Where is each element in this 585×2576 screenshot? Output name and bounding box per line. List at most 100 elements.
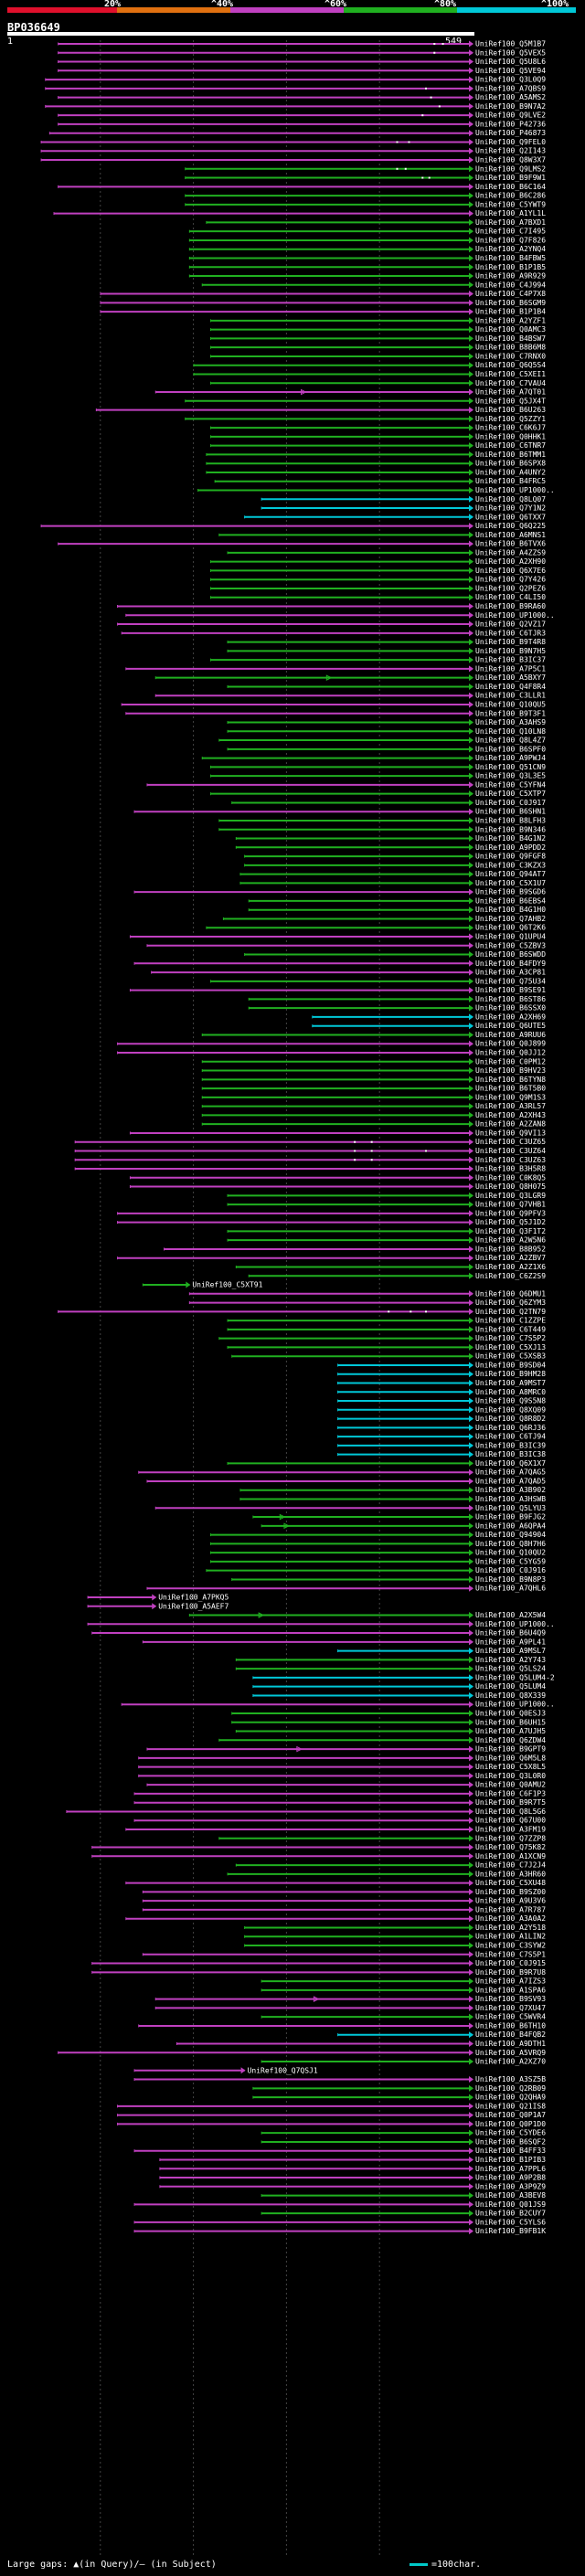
hit-label: UniRef100_A7R787 bbox=[475, 1905, 546, 1913]
hit-end-arrow bbox=[469, 156, 473, 164]
hit-end-arrow bbox=[469, 281, 473, 289]
hit-end-arrow bbox=[469, 620, 473, 628]
hit-label: UniRef100_B4FRC5 bbox=[475, 477, 546, 485]
hit-label: UniRef100_A1SPA6 bbox=[475, 1986, 546, 1994]
hit-label: UniRef100_Q7XU47 bbox=[475, 2004, 546, 2012]
hit-label: UniRef100_A2XH43 bbox=[475, 1111, 546, 1119]
hit-end-arrow bbox=[469, 1754, 473, 1762]
hit-end-arrow bbox=[469, 1942, 473, 1949]
hit-label: UniRef100_Q6ZDW4 bbox=[475, 1736, 546, 1744]
hit-end-arrow bbox=[469, 487, 473, 493]
hit-label: UniRef100_C6T449 bbox=[475, 1325, 546, 1333]
hit-end-arrow bbox=[469, 755, 473, 762]
hit-label: UniRef100_Q9FEL0 bbox=[475, 138, 546, 146]
hit-label: UniRef100_A2X5W4 bbox=[475, 1611, 546, 1619]
hit-label: UniRef100_Q9M1S3 bbox=[475, 1093, 546, 1101]
hit-end-arrow bbox=[469, 504, 473, 512]
hit-label: UniRef100_Q7VHB1 bbox=[475, 1201, 546, 1209]
hit-end-arrow bbox=[469, 1442, 473, 1449]
hit-label: UniRef100_A3RL57 bbox=[475, 1102, 546, 1110]
hit-label: UniRef100_B9HV23 bbox=[475, 1066, 546, 1075]
legend-label-80: ^80% bbox=[434, 0, 457, 9]
hit-label: UniRef100_Q5ZZY1 bbox=[475, 415, 546, 423]
hit-end-arrow bbox=[469, 2192, 473, 2200]
hit-end-arrow bbox=[469, 656, 473, 663]
hit-label: UniRef100_Q10QU5 bbox=[475, 700, 546, 708]
hit-end-arrow bbox=[469, 398, 473, 405]
hit-label: UniRef100_B6SQF2 bbox=[475, 2137, 546, 2146]
hit-end-arrow bbox=[469, 353, 473, 360]
hit-end-arrow bbox=[469, 1317, 473, 1324]
hit-label: UniRef100_B9T3F1 bbox=[475, 709, 546, 717]
hit-label: UniRef100_Q10QU2 bbox=[475, 1549, 546, 1557]
hit-label: UniRef100_B9FB1K bbox=[475, 2227, 546, 2235]
hit-label: UniRef100_B8B6M8 bbox=[475, 344, 546, 352]
hit-end-arrow bbox=[469, 2112, 473, 2119]
hit-label: UniRef100_B4FQB2 bbox=[475, 2030, 546, 2039]
hit-end-arrow bbox=[469, 692, 473, 699]
hit-label: UniRef100_A2ZBV7 bbox=[475, 1254, 546, 1262]
hit-end-arrow bbox=[469, 1540, 473, 1547]
hit-end-arrow bbox=[469, 451, 473, 458]
hit-end-arrow bbox=[469, 710, 473, 717]
hit-label: UniRef100_Q10LN8 bbox=[475, 727, 546, 736]
hit-end-arrow bbox=[469, 1147, 473, 1154]
hit-label: UniRef100_Q5LS24 bbox=[475, 1665, 546, 1673]
hit-end-arrow bbox=[469, 915, 473, 922]
hit-label: UniRef100_B9HM28 bbox=[475, 1370, 546, 1378]
hit-end-arrow bbox=[469, 969, 473, 976]
hit-end-arrow bbox=[469, 1906, 473, 1913]
hit-label: UniRef100_B4G1N2 bbox=[475, 834, 546, 843]
hit-end-arrow bbox=[469, 1871, 473, 1878]
hit-label: UniRef100_Q6Q225 bbox=[475, 522, 546, 530]
hit-end-arrow bbox=[469, 1174, 473, 1182]
hit-end-arrow bbox=[469, 1852, 473, 1860]
hit-label: UniRef100_A7QHL6 bbox=[475, 1585, 546, 1593]
hit-end-arrow bbox=[469, 334, 473, 342]
hit-label: UniRef100_C5WVR4 bbox=[475, 2013, 546, 2021]
hit-label: UniRef100_Q4F8R4 bbox=[475, 683, 546, 691]
hit-end-arrow bbox=[469, 1638, 473, 1646]
hit-label: UniRef100_Q0JJ12 bbox=[475, 1049, 546, 1057]
hit-label: UniRef100_A9U3V6 bbox=[475, 1897, 546, 1905]
hit-label: UniRef100_Q67U00 bbox=[475, 1817, 546, 1825]
hit-label: UniRef100_A3A0A2 bbox=[475, 1914, 546, 1923]
hit-end-arrow bbox=[469, 817, 473, 824]
gap-marker bbox=[396, 141, 399, 143]
hit-label: UniRef100_Q1UPU4 bbox=[475, 933, 546, 941]
hit-end-arrow bbox=[469, 1674, 473, 1681]
hit-end-arrow bbox=[469, 835, 473, 843]
hit-end-arrow bbox=[469, 1415, 473, 1423]
hit-label: UniRef100_B9R7U8 bbox=[475, 1968, 546, 1977]
hit-end-arrow bbox=[469, 630, 473, 637]
hit-end-arrow bbox=[469, 94, 473, 101]
hit-label: UniRef100_Q8L4Z7 bbox=[475, 737, 546, 745]
hit-end-arrow bbox=[469, 1308, 473, 1315]
hit-label: UniRef100_Q5VEX5 bbox=[475, 48, 546, 57]
hit-end-arrow bbox=[469, 978, 473, 985]
hit-label: UniRef100_B6SWDD bbox=[475, 950, 546, 959]
hit-end-arrow bbox=[469, 495, 473, 503]
insert-marker bbox=[325, 674, 333, 681]
hit-label: UniRef100_B9GPT9 bbox=[475, 1745, 546, 1754]
hit-end-arrow bbox=[469, 1183, 473, 1191]
hit-end-arrow bbox=[469, 2165, 473, 2172]
hit-label: UniRef100_Q8W3X7 bbox=[475, 156, 546, 164]
hit-label: UniRef100_A7IZS3 bbox=[475, 1977, 546, 1986]
hit-label: UniRef100_B2CUY7 bbox=[475, 2210, 546, 2218]
hit-end-arrow bbox=[469, 933, 473, 940]
hit-label: UniRef100_A5BXY7 bbox=[475, 673, 546, 682]
hit-label: UniRef100_A5VRQ9 bbox=[475, 2049, 546, 2057]
hit-end-arrow bbox=[469, 67, 473, 74]
hit-label: UniRef100_A9R929 bbox=[475, 272, 546, 281]
hit-label: UniRef100_C5YDE6 bbox=[475, 2129, 546, 2137]
hit-label: UniRef100_A2Y518 bbox=[475, 1924, 546, 1932]
hit-end-arrow bbox=[469, 1736, 473, 1744]
gap-marker bbox=[428, 176, 431, 179]
hit-end-arrow bbox=[469, 1487, 473, 1494]
hit-end-arrow bbox=[469, 531, 473, 538]
gap-marker bbox=[388, 1310, 390, 1313]
hit-label: UniRef100_C7J2J4 bbox=[475, 1861, 546, 1870]
legend-segment-80 bbox=[344, 7, 457, 13]
hit-label: UniRef100_A1LIN2 bbox=[475, 1933, 546, 1941]
